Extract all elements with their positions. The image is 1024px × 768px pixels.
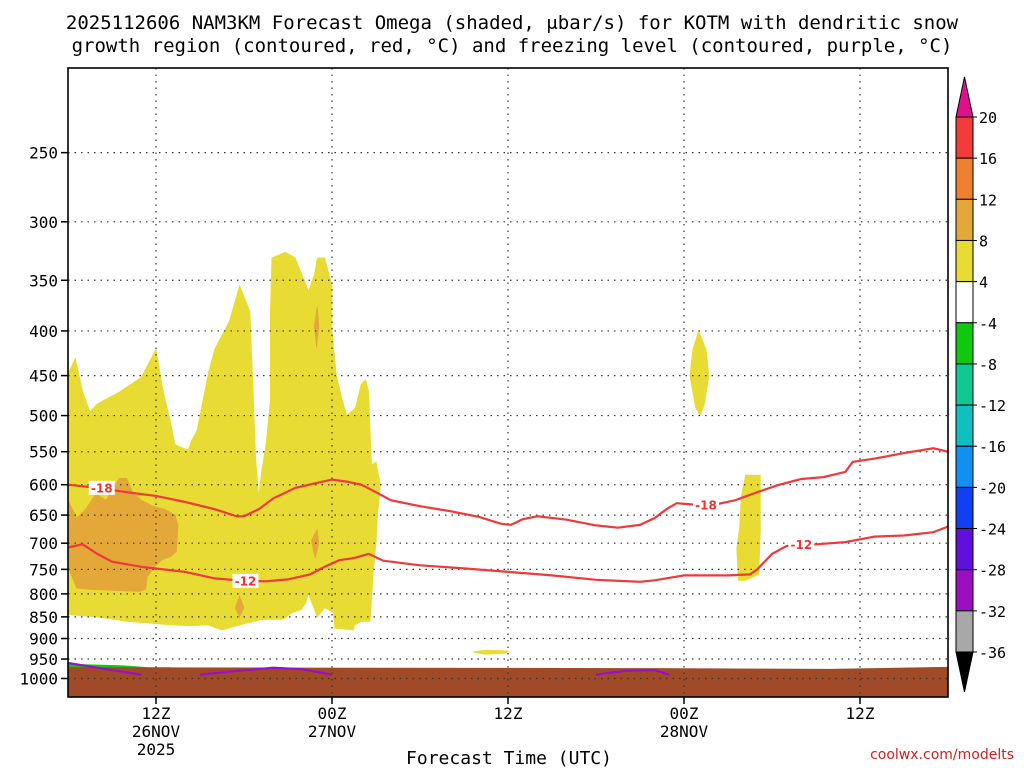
- omega-region-4: [234, 595, 245, 618]
- y-tick-label-500: 500: [29, 407, 58, 426]
- x-tick-date-1: 27NOV: [308, 722, 357, 741]
- colorbar-label-8: -16: [979, 438, 1006, 456]
- colorbar-label-12: -32: [979, 603, 1006, 621]
- y-tick-label-850: 850: [29, 608, 58, 627]
- x-tick-time-0: 12Z: [142, 704, 171, 723]
- contour-label-0: -18: [91, 481, 113, 495]
- colorbar-label-5: -4: [979, 315, 997, 333]
- chart-title-line1: 2025112606 NAM3KM Forecast Omega (shaded…: [66, 12, 959, 34]
- colorbar-bottom-arrow: [955, 651, 974, 693]
- credit-link[interactable]: coolwx.com/modelts: [870, 747, 1014, 763]
- colorbar-label-9: -20: [979, 479, 1006, 497]
- y-tick-label-950: 950: [29, 650, 58, 669]
- colorbar-swatch-2: [955, 198, 974, 241]
- colorbar-label-1: 16: [979, 150, 997, 168]
- y-axis: 250 300 350 400 450 500 550 600 650 700 750 800 850 9…: [19, 144, 68, 688]
- omega-region-6: [736, 474, 761, 581]
- colorbar-label-2: 12: [979, 191, 997, 209]
- colorbar-swatch-5: [955, 322, 974, 365]
- freezing-level-contour-2: [595, 668, 670, 676]
- y-tick-label-700: 700: [29, 534, 58, 553]
- x-tick-date-3: 28NOV: [660, 722, 709, 741]
- y-tick-label-300: 300: [29, 213, 58, 232]
- colorbar-swatch-12: [955, 610, 974, 653]
- y-tick-label-1000: 1000: [19, 669, 58, 688]
- colorbar-label-4: 4: [979, 274, 988, 292]
- contour-label-2: -12: [235, 574, 257, 588]
- y-tick-label-750: 750: [29, 560, 58, 579]
- colorbar-label-0: 20: [979, 109, 997, 127]
- omega-region-7: [472, 649, 510, 655]
- x-tick-year-0: 2025: [137, 740, 176, 759]
- colorbar-swatch-3: [955, 239, 974, 283]
- x-tick-time-1: 00Z: [318, 704, 347, 723]
- colorbar: 20 16 12 8 4 -4 -8 -12 -16 -20 -24 -28 -32 -36: [955, 76, 1006, 693]
- contour-label-bg-2: [232, 573, 259, 588]
- y-tick-label-650: 650: [29, 506, 58, 525]
- colorbar-swatch-10: [955, 528, 974, 571]
- colorbar-top-arrow: [955, 76, 974, 118]
- plot-area: -18 -18 -12 -12: [67, 67, 949, 698]
- omega-region-1: [67, 477, 179, 592]
- colorbar-swatch-9: [955, 486, 974, 530]
- contour-label-bg-3: [788, 537, 815, 552]
- y-tick-label-450: 450: [29, 367, 58, 386]
- y-tick-label-800: 800: [29, 585, 58, 604]
- colorbar-swatch-7: [955, 404, 974, 447]
- contour-label-bg-0: [88, 480, 115, 495]
- y-tick-label-400: 400: [29, 322, 58, 341]
- omega-region-2: [313, 306, 320, 348]
- freezing-level-contour-1: [199, 666, 333, 676]
- y-tick-label-900: 900: [29, 630, 58, 649]
- colorbar-label-6: -8: [979, 356, 997, 374]
- dgz-contour--18: [67, 447, 949, 529]
- colorbar-swatch-0: [955, 116, 974, 159]
- freezing-level-contour-0: [67, 661, 142, 676]
- contour-label-1: -18: [695, 499, 717, 513]
- x-tick-time-2: 12Z: [494, 704, 523, 723]
- colorbar-swatch-11: [955, 569, 974, 612]
- y-tick-label-250: 250: [29, 144, 58, 163]
- colorbar-swatch-1: [955, 157, 974, 200]
- colorbar-swatch-4: [955, 281, 974, 324]
- colorbar-label-7: -12: [979, 397, 1006, 415]
- x-tick-date-0: 26NOV: [132, 722, 181, 741]
- colorbar-label-3: 8: [979, 232, 988, 250]
- colorbar-label-11: -28: [979, 562, 1006, 580]
- ground-surface: [68, 666, 948, 697]
- x-axis-label: Forecast Time (UTC): [406, 748, 612, 768]
- y-tick-label-550: 550: [29, 443, 58, 462]
- y-tick-label-350: 350: [29, 271, 58, 290]
- colorbar-label-13: -36: [979, 644, 1006, 662]
- colorbar-label-10: -24: [979, 521, 1006, 539]
- contour-label-bg-1: [693, 498, 719, 513]
- colorbar-swatch-8: [955, 445, 974, 488]
- chart-title-line2: growth region (contoured, red, °C) and f…: [72, 35, 953, 57]
- omega-region-5: [689, 329, 710, 417]
- x-tick-time-4: 12Z: [846, 704, 875, 723]
- colorbar-swatch-6: [955, 363, 974, 406]
- contour-label-3: -12: [790, 538, 812, 552]
- y-tick-label-600: 600: [29, 476, 58, 495]
- x-tick-time-3: 00Z: [670, 704, 699, 723]
